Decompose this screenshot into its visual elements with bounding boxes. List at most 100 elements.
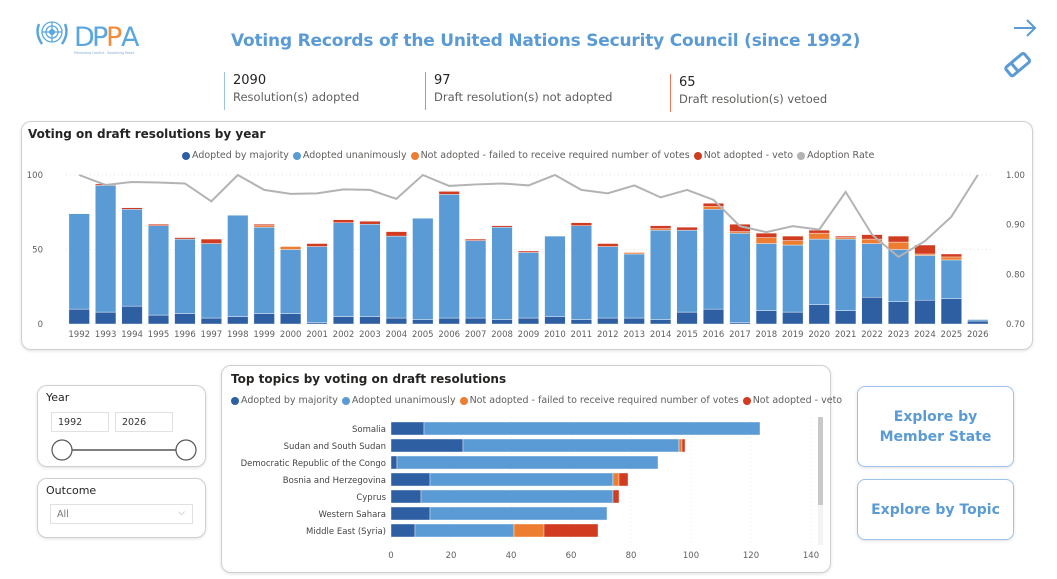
bar-segment: [623, 252, 645, 255]
bar-segment: [678, 438, 683, 453]
legend-dot: [182, 151, 190, 160]
x-tick-label: 2011: [571, 330, 593, 340]
slider-handle-start[interactable]: [51, 439, 73, 461]
bar-segment: [390, 455, 398, 470]
bar-segment: [438, 317, 460, 325]
explore-member-state-button[interactable]: Explore by Member State: [857, 386, 1014, 467]
bar-segment: [702, 203, 725, 207]
x-tick-label: 2007: [465, 330, 487, 340]
bar-segment: [253, 223, 275, 226]
bar-segment: [782, 244, 804, 313]
x-tick-label: 2003: [359, 330, 381, 340]
bar-segment: [570, 225, 592, 320]
bar-segment: [676, 311, 698, 325]
legend-dot: [459, 396, 468, 405]
bar-segment: [967, 319, 989, 322]
bar-segment: [385, 317, 407, 325]
outcome-selected-value: All: [57, 509, 69, 520]
topic-label: Bosnia and Herzegovina: [283, 476, 386, 486]
bar-segment: [940, 259, 962, 299]
year-range-slider[interactable]: [50, 437, 200, 463]
bar-segment: [227, 316, 249, 325]
eraser-icon[interactable]: [1003, 50, 1033, 84]
bar-segment: [517, 317, 540, 325]
bar-segment: [570, 319, 592, 325]
bar-segment: [940, 253, 962, 258]
legend-dot: [292, 151, 301, 160]
bar-segment: [465, 238, 487, 241]
bar-segment: [95, 185, 117, 313]
bar-segment: [147, 223, 170, 226]
bar-segment: [68, 213, 90, 310]
x-tick-label: 2026: [967, 330, 989, 340]
year-slicer-title: Year: [46, 391, 70, 404]
legend-dot: [693, 151, 702, 160]
x-tick-label: 2013: [623, 330, 645, 340]
bar-segment: [465, 240, 487, 319]
bar-segment: [227, 215, 249, 317]
outcome-dropdown[interactable]: All ⌵: [50, 504, 193, 524]
x-tick-label: 2012: [597, 330, 619, 340]
bar-segment: [650, 225, 672, 229]
svg-text:P: P: [92, 22, 108, 53]
scrollbar-thumb[interactable]: [818, 417, 823, 505]
x-tick-label: 1995: [148, 330, 170, 340]
topics-horizontal-bar-chart: 0 20 40 60 80 100 120 140 Somalia Sudan and South…: [241, 417, 823, 561]
bar-segment: [513, 523, 545, 538]
bar-segment: [681, 438, 686, 453]
explore-topic-button[interactable]: Explore by Topic: [857, 479, 1014, 540]
bar-segment: [280, 246, 302, 250]
y-right-tick-label: 0.80: [1006, 270, 1025, 280]
slider-handle-end[interactable]: [175, 439, 197, 461]
x-tick-label: 2006: [438, 330, 460, 340]
chevron-down-icon: ⌵: [178, 508, 185, 518]
legend-item-unanimous[interactable]: Adopted unanimously: [292, 150, 407, 161]
bar-segment: [755, 232, 777, 238]
bar-segment: [147, 225, 170, 316]
adoption-rate-line: [78, 173, 979, 259]
x-tick-label: 60: [566, 551, 577, 561]
bar-segment: [174, 237, 196, 240]
yearly-chart-legend: Adopted by majority Adopted unanimously …: [182, 150, 874, 161]
bar-segment: [544, 235, 566, 317]
legend-item-majority[interactable]: Adopted by majority: [231, 395, 338, 406]
y-left-tick-label: 100: [27, 171, 43, 181]
x-tick-label: 2024: [914, 330, 936, 340]
x-tick-label: 2016: [703, 330, 725, 340]
legend-item-failed[interactable]: Not adopted - failed to receive required…: [410, 150, 690, 161]
bar-segment: [914, 253, 936, 256]
bar-segment: [914, 299, 936, 325]
year-end-input[interactable]: 2026: [115, 412, 173, 432]
bar-segment: [612, 472, 620, 487]
legend-item-veto[interactable]: Not adopted - veto: [742, 395, 842, 406]
bar-segment: [782, 311, 804, 325]
arrow-right-icon[interactable]: [1012, 16, 1038, 44]
legend-item-majority[interactable]: Adopted by majority: [182, 150, 289, 161]
kpi-value: 97: [434, 73, 451, 88]
bar-segment: [597, 243, 619, 247]
bar-segment: [429, 472, 614, 487]
bar-segment: [650, 229, 672, 320]
bar-segment: [390, 438, 464, 453]
bar-segment: [491, 226, 513, 320]
x-tick-label: 2015: [676, 330, 698, 340]
bar-segment: [306, 243, 328, 247]
bar-segment: [782, 240, 804, 246]
x-tick-label: 40: [506, 551, 517, 561]
bar-segment: [808, 304, 830, 325]
bar-segment: [570, 222, 592, 226]
bar-segment: [729, 322, 751, 325]
kpi-not-adopted: 97 Draft resolution(s) not adopted: [425, 72, 612, 110]
year-start-input[interactable]: 1992: [51, 412, 109, 432]
dppa-logo: D P P A Preventing Conflict · Sustaining…: [32, 12, 152, 58]
legend-item-rate[interactable]: Adoption Rate: [797, 150, 874, 161]
kpi-label: Draft resolution(s) not adopted: [434, 90, 613, 104]
x-tick-label: 2005: [412, 330, 434, 340]
bar-segment: [517, 252, 540, 319]
legend-item-unanimous[interactable]: Adopted unanimously: [341, 395, 456, 406]
bar-segment: [517, 250, 540, 253]
legend-item-veto[interactable]: Not adopted - veto: [693, 150, 793, 161]
bar-segment: [729, 231, 751, 234]
legend-item-failed[interactable]: Not adopted - failed to receive required…: [459, 395, 739, 406]
kpi-value: 65: [679, 75, 696, 90]
